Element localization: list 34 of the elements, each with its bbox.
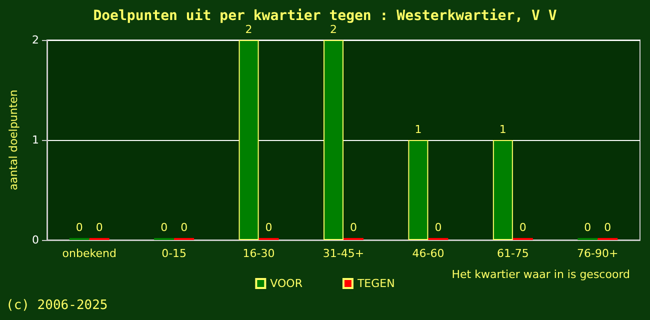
data-label: 2 [330,23,337,36]
y-axis-title: aantal doelpunten [7,90,20,190]
x-tick-label: 16-30 [242,247,275,260]
y-tick-label: 0 [32,234,39,246]
data-label: 2 [245,23,252,36]
bar [324,40,344,240]
x-tick-label: onbekend [62,247,116,260]
legend-label: VOOR [270,277,303,290]
data-label: 0 [180,221,188,234]
bar [238,40,259,240]
data-label: 0 [265,221,272,234]
data-label: 0 [96,221,103,234]
data-label: 0 [584,221,592,234]
y-tick-label: 1 [32,134,39,146]
x-tick-label: 0-15 [162,247,187,260]
text: (c) 2006-2025 [6,298,108,313]
x-axis-title: Het kwartier waar in is gescoord [452,268,630,281]
x-tick-label: 61-75 [496,247,529,260]
bar [492,140,513,240]
x-tick-label: 46-60 [412,247,444,260]
data-label: 0 [434,221,442,234]
data-label: 0 [350,221,357,234]
chart-title: Doelpunten uit per kwartier tegen : Westerkwartier, V V [93,8,558,24]
data-label: 1 [414,123,422,136]
x-tick-label: 31-45+ [322,247,364,260]
y-tick-label: 2 [32,34,39,46]
x-tick-label: 76-90+ [577,247,618,260]
data-label: 0 [519,221,526,234]
data-label: 1 [499,123,506,136]
data-label: 0 [160,221,168,234]
data-label: 0 [76,221,83,234]
bar [408,140,428,240]
legend-label: TEGEN [356,277,395,290]
data-label: 0 [604,221,612,234]
